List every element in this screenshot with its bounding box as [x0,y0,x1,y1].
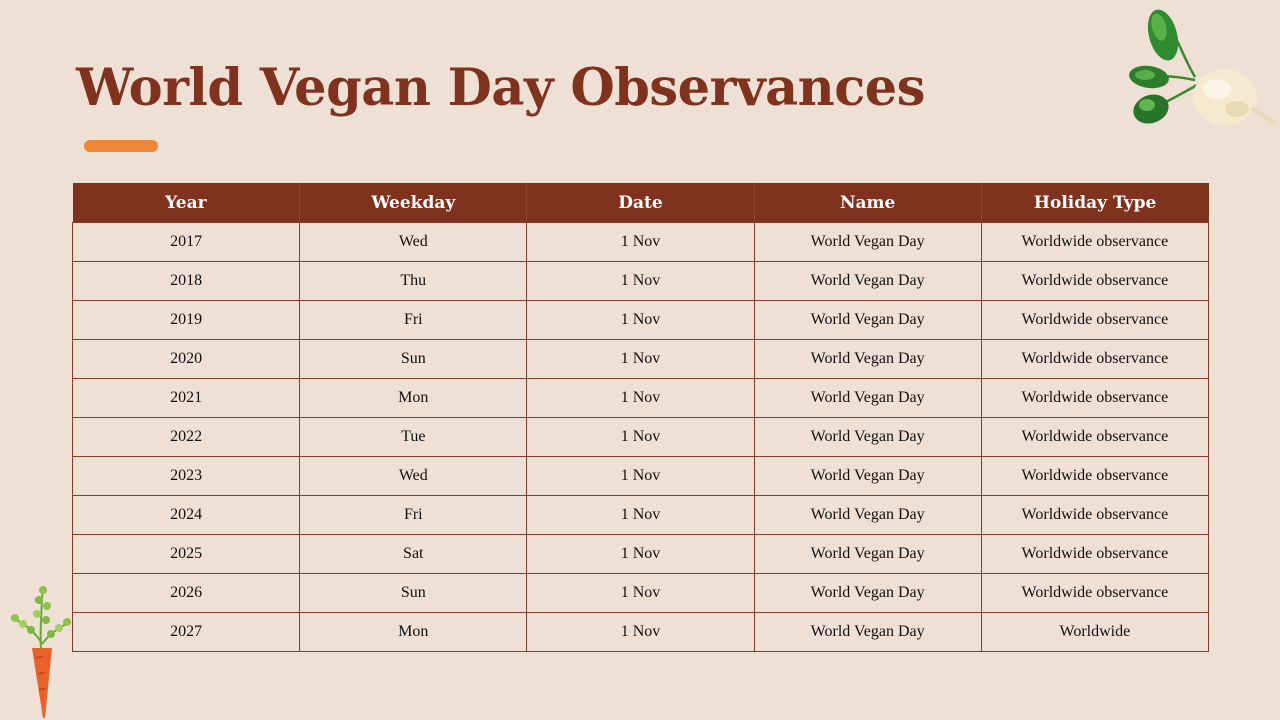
holiday-type-cell: Worldwide observance [980,534,1210,574]
year-cell: 2017 [71,222,301,262]
name-cell: World Vegan Day [753,300,982,340]
weekday-cell: Fri [299,300,528,340]
weekday-cell: Sat [299,534,528,574]
year-cell: 2018 [71,261,301,301]
title-accent-bar [84,140,158,152]
name-cell: World Vegan Day [753,261,982,301]
holiday-type-cell: Worldwide observance [980,378,1210,418]
header-holiday-type: Holiday Type [981,183,1209,223]
weekday-cell: Fri [299,495,528,535]
weekday-cell: Sun [299,573,528,613]
year-cell: 2020 [71,339,301,379]
header-year: Year [72,183,301,223]
date-cell: 1 Nov [526,573,755,613]
table-row: 2018 Thu 1 Nov World Vegan Day Worldwide obs… [71,261,1210,301]
name-cell: World Vegan Day [753,612,982,652]
header-name: Name [754,183,982,223]
holiday-type-cell: Worldwide observance [980,300,1210,340]
date-cell: 1 Nov [526,222,755,262]
holiday-type-cell: Worldwide observance [980,222,1210,262]
table-body: 2017 Wed 1 Nov World Vegan Day Worldwide obs… [71,222,1210,652]
table-row: 2023 Wed 1 Nov World Vegan Day Worldwide obs… [71,456,1210,496]
observances-table: Year Weekday Date Name Holiday Type 2017… [71,183,1210,652]
name-cell: World Vegan Day [753,417,982,457]
carrot-icon [10,585,72,718]
table-row: 2021 Mon 1 Nov World Vegan Day Worldwide obs… [71,378,1210,418]
page-title: World Vegan Day Observances [76,58,925,118]
table-row: 2027 Mon 1 Nov World Vegan Day Worldwide [71,612,1210,652]
weekday-cell: Wed [299,222,528,262]
table-row: 2022 Tue 1 Nov World Vegan Day Worldwide obs… [71,417,1210,457]
holiday-type-cell: Worldwide observance [980,456,1210,496]
weekday-cell: Sun [299,339,528,379]
holiday-type-cell: Worldwide observance [980,339,1210,379]
year-cell: 2026 [71,573,301,613]
date-cell: 1 Nov [526,300,755,340]
year-cell: 2023 [71,456,301,496]
name-cell: World Vegan Day [753,339,982,379]
holiday-type-cell: Worldwide [980,612,1210,652]
holiday-type-cell: Worldwide observance [980,261,1210,301]
weekday-cell: Thu [299,261,528,301]
header-date: Date [526,183,755,223]
year-cell: 2019 [71,300,301,340]
name-cell: World Vegan Day [753,456,982,496]
date-cell: 1 Nov [526,339,755,379]
table-row: 2026 Sun 1 Nov World Vegan Day Worldwide obs… [71,573,1210,613]
date-cell: 1 Nov [526,261,755,301]
table-row: 2017 Wed 1 Nov World Vegan Day Worldwide obs… [71,222,1210,262]
year-cell: 2025 [71,534,301,574]
date-cell: 1 Nov [526,417,755,457]
name-cell: World Vegan Day [753,573,982,613]
year-cell: 2021 [71,378,301,418]
date-cell: 1 Nov [526,378,755,418]
holiday-type-cell: Worldwide observance [980,573,1210,613]
name-cell: World Vegan Day [753,534,982,574]
header-weekday: Weekday [299,183,528,223]
table-row: 2019 Fri 1 Nov World Vegan Day Worldwide obs… [71,300,1210,340]
name-cell: World Vegan Day [753,495,982,535]
holiday-type-cell: Worldwide observance [980,417,1210,457]
holiday-type-cell: Worldwide observance [980,495,1210,535]
date-cell: 1 Nov [526,534,755,574]
year-cell: 2027 [71,612,301,652]
table-header-row: Year Weekday Date Name Holiday Type [72,183,1209,223]
weekday-cell: Mon [299,378,528,418]
date-cell: 1 Nov [526,612,755,652]
table-row: 2025 Sat 1 Nov World Vegan Day Worldwide obs… [71,534,1210,574]
date-cell: 1 Nov [526,495,755,535]
table-row: 2020 Sun 1 Nov World Vegan Day Worldwide obs… [71,339,1210,379]
weekday-cell: Wed [299,456,528,496]
date-cell: 1 Nov [526,456,755,496]
name-cell: World Vegan Day [753,378,982,418]
table-row: 2024 Fri 1 Nov World Vegan Day Worldwide obs… [71,495,1210,535]
name-cell: World Vegan Day [753,222,982,262]
weekday-cell: Mon [299,612,528,652]
year-cell: 2024 [71,495,301,535]
weekday-cell: Tue [299,417,528,457]
year-cell: 2022 [71,417,301,457]
radish-icon [1129,9,1275,125]
